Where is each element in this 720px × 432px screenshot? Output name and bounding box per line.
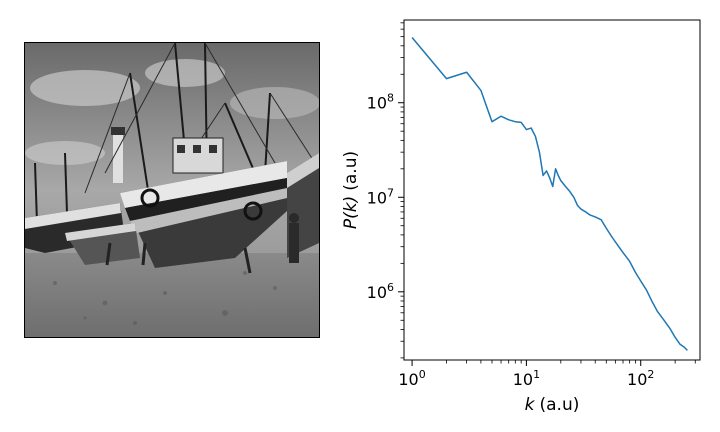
x-tick-exponent: 0 bbox=[419, 368, 426, 381]
y-tick-exponent: 6 bbox=[387, 281, 394, 294]
y-tick-label-0: 106 bbox=[367, 281, 394, 302]
y-tick-exponent: 8 bbox=[387, 92, 394, 105]
x-axis-var: k bbox=[525, 395, 536, 415]
y-tick-base: 10 bbox=[367, 283, 387, 302]
x-tick-base: 10 bbox=[627, 370, 647, 389]
y-axis-label: P(k) (a.u) bbox=[341, 151, 361, 229]
y-axis-var: P(k) bbox=[341, 196, 361, 229]
x-tick-base: 10 bbox=[398, 370, 418, 389]
x-tick-exponent: 1 bbox=[533, 368, 540, 381]
y-axis-unit: (a.u) bbox=[341, 151, 361, 191]
x-major-ticks: 100 101 102 bbox=[398, 360, 654, 389]
power-spectrum-line bbox=[411, 36, 688, 351]
x-tick-label-2: 102 bbox=[627, 368, 654, 389]
x-minor-ticks bbox=[446, 360, 696, 364]
y-tick-base: 10 bbox=[367, 188, 387, 207]
x-axis-label: k (a.u) bbox=[525, 395, 580, 415]
y-tick-exponent: 7 bbox=[387, 186, 394, 199]
x-tick-exponent: 2 bbox=[647, 368, 654, 381]
y-tick-label-2: 108 bbox=[367, 92, 394, 113]
x-tick-label-0: 100 bbox=[398, 368, 425, 389]
x-tick-label-1: 101 bbox=[513, 368, 540, 389]
y-tick-base: 10 bbox=[367, 94, 387, 113]
x-axis-unit: (a.u) bbox=[539, 395, 579, 415]
y-tick-label-1: 107 bbox=[367, 186, 394, 207]
photo-drawing bbox=[25, 43, 319, 337]
x-tick-base: 10 bbox=[513, 370, 533, 389]
y-minor-ticks bbox=[400, 22, 404, 359]
harbor-boats-photo bbox=[24, 42, 320, 338]
